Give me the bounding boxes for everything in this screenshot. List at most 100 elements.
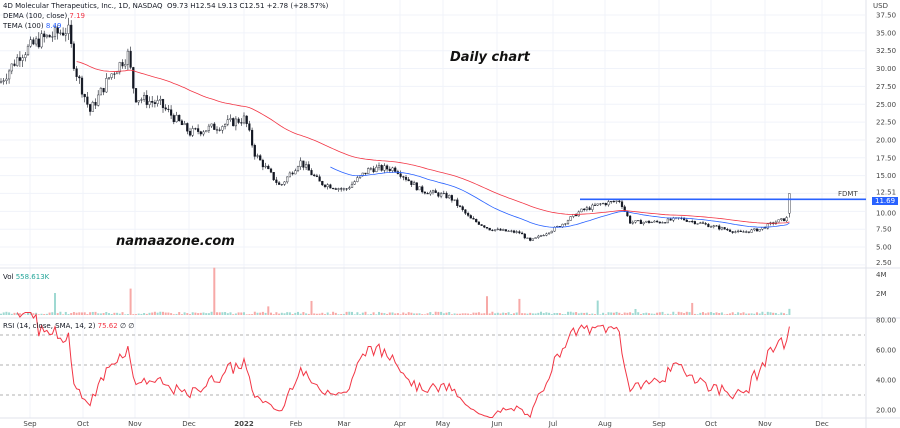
candle xyxy=(99,87,102,96)
volume-bar xyxy=(121,312,124,315)
candle xyxy=(180,120,183,126)
rsi-tick: 60.00 xyxy=(876,347,896,355)
volume-bar xyxy=(712,313,715,315)
candle xyxy=(118,62,121,73)
volume-bar xyxy=(0,313,2,315)
volume-bar xyxy=(18,313,21,315)
volume-bar xyxy=(429,312,432,315)
candle xyxy=(272,172,275,181)
candle xyxy=(788,193,791,214)
volume-legend[interactable]: Vol 558.613K xyxy=(3,273,49,282)
candle xyxy=(626,210,629,217)
candle xyxy=(650,221,653,224)
candle xyxy=(731,231,734,233)
volume-bar xyxy=(5,311,8,315)
candle xyxy=(618,200,621,202)
volume-bar xyxy=(81,312,83,315)
volume-bar xyxy=(207,313,210,315)
candle xyxy=(18,57,21,61)
candle xyxy=(342,188,345,190)
volume-bar xyxy=(653,313,656,315)
x-tick: May xyxy=(436,420,450,428)
candle xyxy=(712,225,715,227)
volume-bar xyxy=(283,313,286,315)
volume-bar xyxy=(731,312,734,315)
candle xyxy=(115,71,119,75)
volume-bar xyxy=(467,313,470,315)
x-tick: Aug xyxy=(598,420,612,428)
volume-bar xyxy=(604,314,607,315)
candle xyxy=(718,225,721,230)
tema-label: TEMA (100) xyxy=(3,22,44,30)
candle xyxy=(267,165,270,170)
volume-bar xyxy=(375,314,378,315)
volume-bar xyxy=(178,312,181,315)
volume-bar xyxy=(642,313,645,315)
candle xyxy=(637,220,640,222)
volume-bar xyxy=(396,313,399,315)
candle xyxy=(202,131,205,135)
tema-legend[interactable]: TEMA (100) 8.49 xyxy=(3,22,61,31)
candle xyxy=(140,99,143,101)
candle xyxy=(780,218,783,220)
candle xyxy=(766,223,769,229)
candle xyxy=(94,101,97,106)
candle xyxy=(350,183,354,188)
candle xyxy=(761,227,764,230)
price-tick: 2.50 xyxy=(876,259,892,267)
x-tick: Apr xyxy=(394,420,406,428)
candle xyxy=(26,45,30,56)
volume-bar xyxy=(232,314,235,315)
candle xyxy=(296,166,300,171)
rsi-tick: 40.00 xyxy=(876,377,896,385)
candle xyxy=(132,67,135,89)
candle xyxy=(294,170,297,175)
volume-bar xyxy=(135,314,137,315)
candle xyxy=(440,193,443,197)
price-tick: 32.50 xyxy=(876,47,896,55)
volume-bar xyxy=(75,312,78,315)
candle xyxy=(699,222,702,224)
volume-bar xyxy=(143,312,146,315)
volume-bar xyxy=(766,311,769,315)
candle xyxy=(531,238,534,241)
rsi-legend[interactable]: RSI (14, close, SMA, 14, 2) 75.62 ∅ ∅ xyxy=(3,322,134,331)
candle xyxy=(151,101,154,103)
x-tick: Oct xyxy=(77,420,89,428)
candle xyxy=(259,155,262,161)
candle xyxy=(148,101,151,105)
candle xyxy=(664,222,667,224)
x-tick: Dec xyxy=(182,420,196,428)
candle xyxy=(696,223,699,225)
candle xyxy=(526,237,529,239)
x-tick: Sep xyxy=(23,420,37,428)
candle xyxy=(348,187,351,189)
volume-bar xyxy=(580,312,583,315)
candle xyxy=(450,195,453,201)
candle xyxy=(434,190,437,193)
candle xyxy=(291,172,294,175)
dema-legend[interactable]: DEMA (100, close) 7.19 xyxy=(3,12,85,21)
candle xyxy=(205,130,208,133)
volume-bar xyxy=(270,312,272,315)
volume-bar xyxy=(550,314,553,315)
candle xyxy=(564,223,567,225)
x-tick: Feb xyxy=(290,420,303,428)
volume-bar xyxy=(86,314,89,315)
volume-bar xyxy=(280,312,283,315)
volume-bar xyxy=(216,312,218,315)
candle xyxy=(502,229,505,231)
volume-bar xyxy=(288,312,291,315)
candle xyxy=(715,225,718,227)
volume-bar xyxy=(234,313,237,315)
candle xyxy=(580,208,583,213)
candle xyxy=(269,168,273,173)
volume-bar xyxy=(43,314,46,315)
volume-bar xyxy=(486,296,488,315)
candle xyxy=(0,81,3,84)
candle xyxy=(164,107,167,110)
volume-bar xyxy=(729,313,731,315)
volume-bar xyxy=(556,312,559,315)
